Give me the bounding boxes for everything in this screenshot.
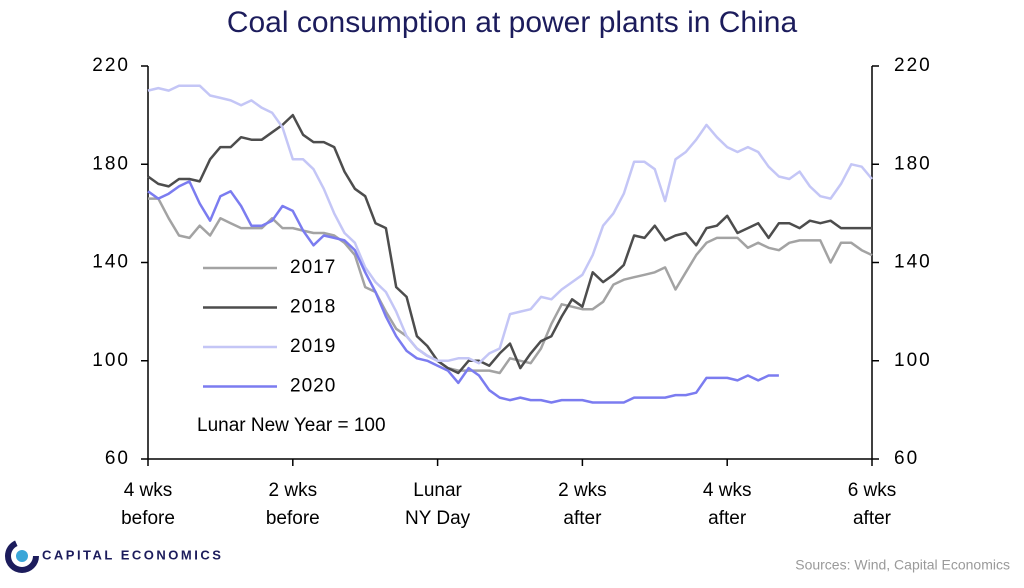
x-tick-label: before (266, 508, 320, 529)
brand: CAPITAL ECONOMICS (42, 547, 223, 562)
x-tick-label: 2 wks (269, 480, 318, 501)
x-tick-label: 4 wks (124, 480, 173, 501)
annotation: Lunar New Year = 100 (197, 415, 386, 436)
logo (5, 539, 39, 573)
y2-tick-label: 140 (894, 252, 932, 273)
y-tick-label: 220 (92, 55, 130, 76)
y-tick-label: 140 (92, 252, 130, 273)
chart-title: Coal consumption at power plants in Chin… (227, 6, 798, 39)
y-tick-label: 100 (92, 350, 130, 371)
series-line (147, 180, 779, 404)
y2-tick-label: 100 (894, 350, 932, 371)
logo-mark (5, 539, 39, 573)
x-tick-label: Lunar (413, 480, 462, 501)
x-tick-label: NY Day (405, 508, 471, 529)
y2-tick-label: 180 (894, 153, 932, 174)
x-tick-label: after (708, 508, 747, 529)
y-tick-label: 180 (92, 153, 130, 174)
logo-dot (16, 550, 28, 562)
source: Sources: Wind, Capital Economics (795, 557, 1010, 573)
x-tick-label: after (853, 508, 892, 529)
x-tick-label: before (121, 508, 175, 529)
y-tick-label: 60 (105, 448, 130, 469)
series-line (147, 113, 872, 375)
legend-label: 2020 (290, 376, 336, 397)
x-tick-label: 2 wks (558, 480, 607, 501)
y2-tick-label: 220 (894, 55, 932, 76)
series-line (147, 84, 873, 365)
legend-label: 2017 (290, 257, 336, 278)
x-tick-label: 6 wks (848, 480, 897, 501)
x-tick-label: 4 wks (703, 480, 752, 501)
y2-tick-label: 60 (894, 448, 919, 469)
x-tick-label: after (563, 508, 602, 529)
legend-label: 2018 (290, 297, 336, 318)
legend-label: 2019 (290, 336, 336, 357)
